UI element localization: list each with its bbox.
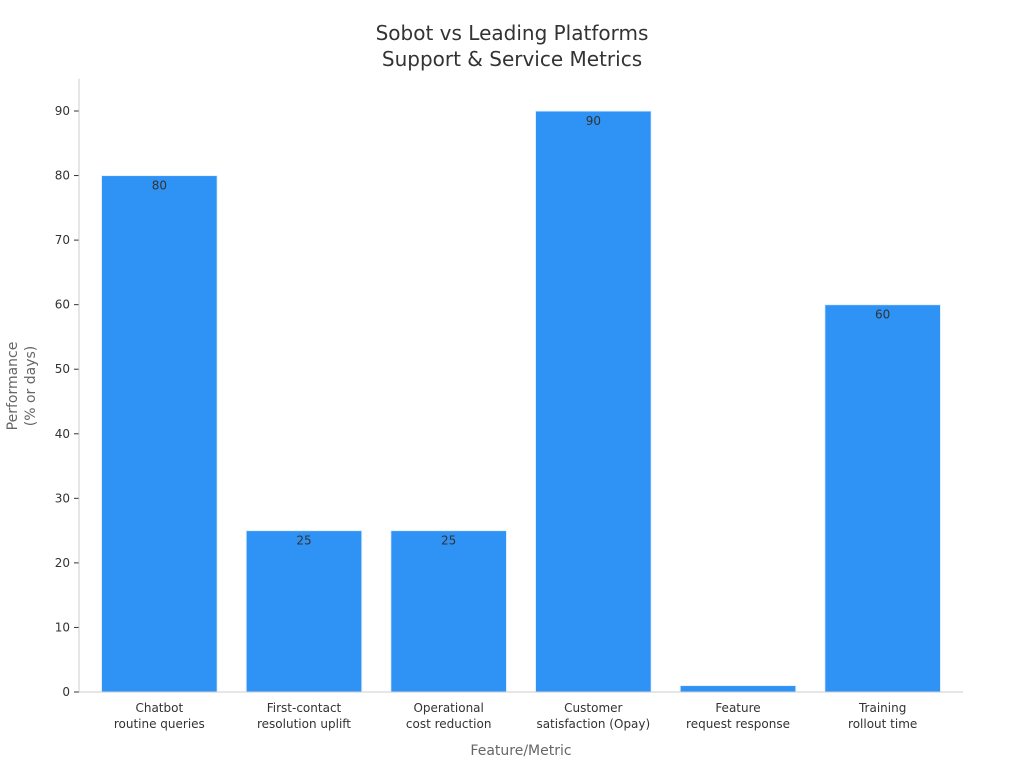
chart-title-line-2: Support & Service Metrics <box>382 47 642 71</box>
x-tick-label: Operational <box>413 701 483 715</box>
x-tick-label: Customer <box>564 701 622 715</box>
bar-data-label: 60 <box>875 308 890 322</box>
y-tick-label: 60 <box>55 298 70 312</box>
y-tick-label: 90 <box>55 104 70 118</box>
y-tick-label: 50 <box>55 362 70 376</box>
x-tick-label: cost reduction <box>406 717 492 731</box>
x-tick-label: routine queries <box>114 717 205 731</box>
x-tick-label: First-contact <box>267 701 342 715</box>
y-axis-title: Performance (% or days) <box>5 342 39 431</box>
y-tick-label: 20 <box>55 556 70 570</box>
y-tick-label: 80 <box>55 169 70 183</box>
y-tick-label: 40 <box>55 427 70 441</box>
x-tick-label: resolution uplift <box>257 717 351 731</box>
x-tick-label: Training <box>858 701 906 715</box>
bar <box>679 685 797 693</box>
y-tick-label: 70 <box>55 233 70 247</box>
x-tick-label: Chatbot <box>135 701 183 715</box>
bar <box>824 304 942 693</box>
bar <box>245 530 363 693</box>
chart-title-line-1: Sobot vs Leading Platforms <box>376 21 649 45</box>
y-axis-ticks: 0 10 20 30 40 50 60 70 80 90 <box>55 104 79 699</box>
chart-title: Sobot vs Leading Platforms Support & Ser… <box>376 21 649 71</box>
y-tick-label: 30 <box>55 491 70 505</box>
bars: 80 25 25 90 60 <box>100 110 942 693</box>
x-tick-label: request response <box>686 717 790 731</box>
x-tick-label: Feature <box>715 701 760 715</box>
y-tick-label: 10 <box>55 620 70 634</box>
bar-data-label: 90 <box>586 114 601 128</box>
bar-data-label: 80 <box>152 179 167 193</box>
bar <box>390 530 508 693</box>
x-axis-title: Feature/Metric <box>470 743 571 759</box>
x-tick-label: rollout time <box>848 717 917 731</box>
y-axis-title-line-1: Performance <box>5 342 21 431</box>
bar <box>100 175 218 693</box>
x-tick-label: satisfaction (Opay) <box>536 717 650 731</box>
x-axis-labels: Chatbot routine queries First-contact resol… <box>114 701 917 731</box>
y-axis-title-line-2: (% or days) <box>23 346 39 427</box>
y-tick-label: 0 <box>62 685 70 699</box>
bar-data-label: 25 <box>441 534 456 548</box>
bar <box>534 110 652 693</box>
bar-data-label: 25 <box>296 534 311 548</box>
